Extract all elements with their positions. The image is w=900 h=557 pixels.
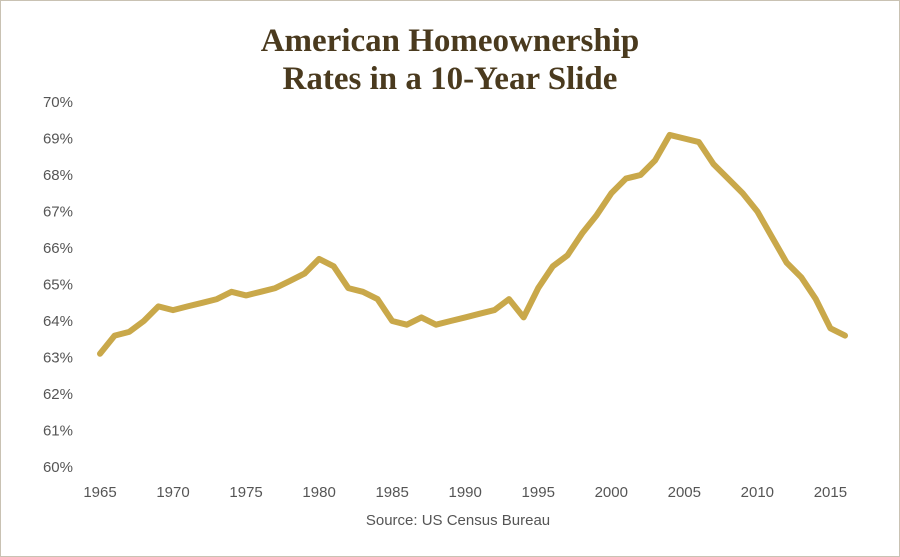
x-axis-ticks: 1965 1970 1975 1980 1985 1990 1995 2000 2005 2010… [83,484,847,501]
x-tick-label: 2005 [668,484,701,501]
x-tick-label: 1965 [83,484,116,501]
x-tick-label: 1990 [449,484,482,501]
y-tick-label: 70% [43,94,73,111]
y-tick-label: 69% [43,131,73,148]
y-tick-label: 65% [43,277,73,294]
x-tick-label: 2000 [595,484,628,501]
x-tick-label: 1980 [302,484,335,501]
x-tick-label: 1995 [522,484,555,501]
y-tick-label: 66% [43,240,73,257]
y-tick-label: 68% [43,167,73,184]
y-axis-ticks: 60% 61% 62% 63% 64% 65% 66% 67% 68% 69% 70% [43,94,73,476]
y-tick-label: 62% [43,386,73,403]
x-tick-label: 1970 [156,484,189,501]
y-tick-label: 60% [43,459,73,476]
chart-title: American Homeownership Rates in a 10-Yea… [0,22,900,98]
x-tick-label: 1975 [229,484,262,501]
y-tick-label: 67% [43,204,73,221]
series-line [97,131,848,357]
x-tick-label: 1985 [375,484,408,501]
source-note: Source: US Census Bureau [366,512,550,529]
y-tick-label: 63% [43,350,73,367]
y-tick-label: 64% [43,313,73,330]
chart-title-line-1: American Homeownership [260,23,640,59]
y-tick-label: 61% [43,423,73,440]
chart-title-line-2: Rates in a 10-Year Slide [282,61,618,97]
x-tick-label: 2010 [741,484,774,501]
x-tick-label: 2015 [814,484,847,501]
